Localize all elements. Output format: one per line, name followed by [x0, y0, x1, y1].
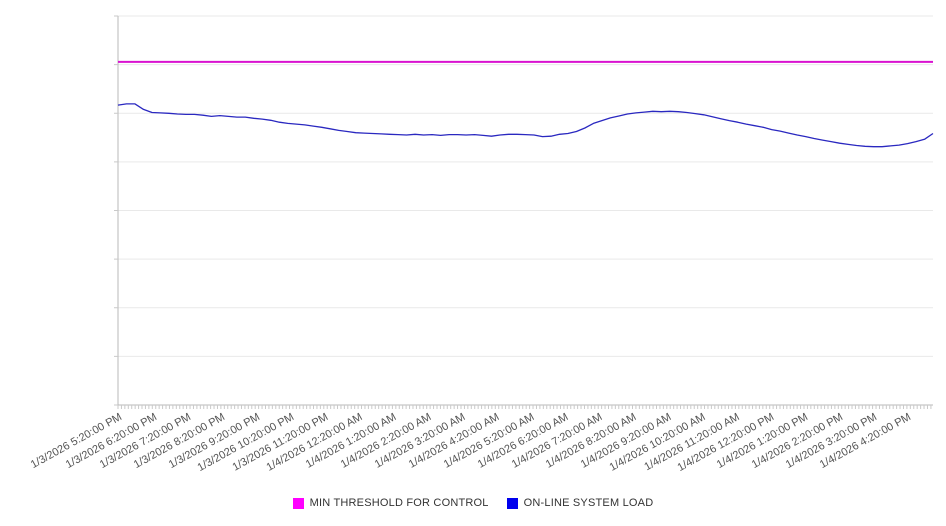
legend-swatch-min-threshold	[292, 497, 304, 509]
legend-label-online-system-load: ON-LINE SYSTEM LOAD	[523, 497, 654, 509]
legend-item-min-threshold[interactable]: MIN THRESHOLD FOR CONTROL	[292, 497, 489, 509]
chart-legend: MIN THRESHOLD FOR CONTROL ON-LINE SYSTEM…	[0, 497, 946, 509]
legend-item-online-system-load[interactable]: ON-LINE SYSTEM LOAD	[506, 497, 654, 509]
online-system-load-line	[117, 103, 934, 148]
legend-swatch-online-system-load	[506, 497, 518, 509]
legend-label-min-threshold: MIN THRESHOLD FOR CONTROL	[309, 497, 489, 509]
